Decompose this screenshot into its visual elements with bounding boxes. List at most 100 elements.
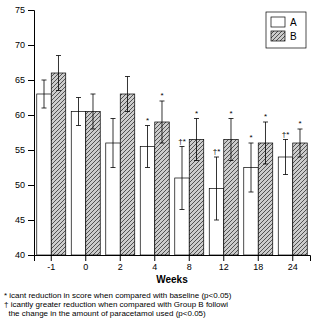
error-bar xyxy=(194,119,199,161)
x-axis-title: Weeks xyxy=(156,274,188,285)
bar xyxy=(120,94,134,255)
y-tick-mark xyxy=(28,220,34,221)
y-tick-mark xyxy=(28,115,34,116)
annotations: *†*†**†****** xyxy=(146,91,302,156)
x-tick: 24 xyxy=(288,255,298,272)
annotation: * xyxy=(264,112,267,121)
x-tick-mark xyxy=(120,255,121,261)
y-tick: 70 xyxy=(15,40,34,50)
y-tick-label: 70 xyxy=(15,40,25,50)
x-tick: 8 xyxy=(187,255,192,272)
x-tick-label: 18 xyxy=(253,262,263,272)
y-tick-mark xyxy=(28,255,34,256)
error-bar-cap xyxy=(111,118,116,119)
error-bar-cap xyxy=(145,125,150,126)
y-tick: 75 xyxy=(15,5,34,15)
error-bar-cap xyxy=(263,122,268,123)
x-tick-label: 8 xyxy=(187,262,192,272)
error-bar-cap xyxy=(76,97,81,98)
error-bar xyxy=(111,119,116,168)
error-bar-cap xyxy=(214,157,219,158)
y-tick-label: 50 xyxy=(15,180,25,190)
error-bar xyxy=(56,56,61,91)
error-bar-cap xyxy=(159,143,164,144)
error-bar xyxy=(42,80,47,108)
footnote-line: * icant reduction in score when compared… xyxy=(4,291,232,300)
error-bar-cap xyxy=(56,90,61,91)
annotation: * xyxy=(249,133,252,142)
annotation: * xyxy=(229,109,232,118)
y-tick-label: 45 xyxy=(15,215,25,225)
error-bar-cap xyxy=(90,129,95,130)
error-bar-cap xyxy=(125,76,130,77)
error-bar-cap xyxy=(125,111,130,112)
annotation: †* xyxy=(282,130,290,139)
legend-label: A xyxy=(290,17,297,28)
x-tick-mark xyxy=(85,255,86,261)
error-bar-line xyxy=(58,56,59,91)
y-tick: 40 xyxy=(15,250,34,260)
error-bar xyxy=(249,143,254,192)
error-bar-line xyxy=(299,129,300,157)
y-axis-line xyxy=(28,11,35,256)
legend-item: A xyxy=(271,17,297,28)
error-bar xyxy=(180,147,185,210)
marks xyxy=(37,56,307,256)
y-tick-mark xyxy=(28,10,34,11)
x-tick-label: 24 xyxy=(288,262,298,272)
error-bar-cap xyxy=(56,55,61,56)
error-bar-cap xyxy=(214,220,219,221)
error-bar-cap xyxy=(297,157,302,158)
error-bar-line xyxy=(251,143,252,192)
error-bar xyxy=(125,77,130,112)
error-bar-cap xyxy=(194,160,199,161)
x-tick: 18 xyxy=(253,255,263,272)
error-bar-cap xyxy=(42,108,47,109)
x-tick-label: 0 xyxy=(83,262,88,272)
y-tick-mark xyxy=(28,80,34,81)
plot: 4045505560657075-10248121824Weeks*†*†**†… xyxy=(15,5,311,285)
x-tick-mark xyxy=(223,255,224,261)
legend-swatch xyxy=(271,17,285,27)
x-tick: 2 xyxy=(118,255,123,272)
error-bar-line xyxy=(196,119,197,161)
error-bar-cap xyxy=(249,192,254,193)
y-tick-mark xyxy=(28,45,34,46)
error-bar-cap xyxy=(180,146,185,147)
error-bar-cap xyxy=(228,118,233,119)
x-tick: 12 xyxy=(219,255,229,272)
legend-swatch xyxy=(271,31,285,41)
error-bar-line xyxy=(161,101,162,143)
error-bar-cap xyxy=(249,143,254,144)
x-axis-line xyxy=(35,256,311,262)
error-bar-line xyxy=(230,119,231,161)
x-axis: -10248121824 xyxy=(35,255,311,272)
legend-label: B xyxy=(290,31,297,42)
x-tick-mark xyxy=(189,255,190,261)
legend-item: B xyxy=(271,31,297,42)
error-bar-cap xyxy=(180,209,185,210)
error-bar-cap xyxy=(42,80,47,81)
error-bar-line xyxy=(147,126,148,168)
legend-frame xyxy=(266,12,306,48)
error-bar xyxy=(263,122,268,164)
annotation: * xyxy=(160,91,163,100)
y-tick-mark xyxy=(28,185,34,186)
x-tick-mark xyxy=(292,255,293,261)
x-tick-mark xyxy=(51,255,52,261)
y-tick-label: 60 xyxy=(15,110,25,120)
annotation: * xyxy=(195,109,198,118)
series xyxy=(37,80,293,255)
error-bar-line xyxy=(113,119,114,168)
x-tick-label: 2 xyxy=(118,262,123,272)
error-bar xyxy=(214,157,219,220)
error-bar-line xyxy=(216,157,217,220)
y-tick: 65 xyxy=(15,75,34,85)
error-bar-line xyxy=(182,147,183,210)
y-tick: 45 xyxy=(15,215,34,225)
bar xyxy=(51,73,65,255)
error-bar-cap xyxy=(263,164,268,165)
y-tick-label: 40 xyxy=(15,250,25,260)
y-tick-label: 65 xyxy=(15,75,25,85)
series xyxy=(51,56,307,256)
